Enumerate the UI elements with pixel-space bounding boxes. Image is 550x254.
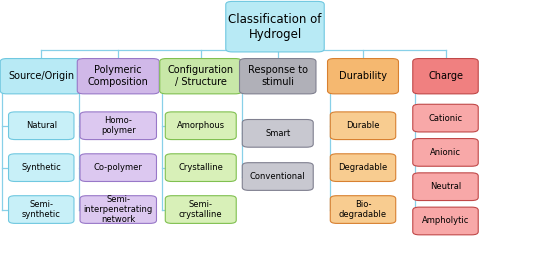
FancyBboxPatch shape [165, 154, 236, 181]
FancyBboxPatch shape [412, 139, 478, 166]
Text: Degradable: Degradable [338, 163, 388, 172]
FancyBboxPatch shape [77, 59, 160, 94]
Text: Charge: Charge [428, 71, 463, 81]
FancyBboxPatch shape [8, 196, 74, 224]
Text: Polymeric
Composition: Polymeric Composition [88, 65, 148, 87]
Text: Semi-
interpenetrating
network: Semi- interpenetrating network [84, 195, 153, 225]
Text: Conventional: Conventional [250, 172, 306, 181]
FancyBboxPatch shape [80, 112, 156, 140]
FancyBboxPatch shape [0, 59, 82, 94]
Text: Bio-
degradable: Bio- degradable [339, 200, 387, 219]
FancyBboxPatch shape [412, 173, 478, 201]
FancyBboxPatch shape [412, 59, 478, 94]
Text: Synthetic: Synthetic [21, 163, 61, 172]
FancyBboxPatch shape [80, 154, 156, 181]
Text: Co-polymer: Co-polymer [94, 163, 142, 172]
FancyBboxPatch shape [165, 196, 236, 224]
FancyBboxPatch shape [160, 59, 242, 94]
Text: Neutral: Neutral [430, 182, 461, 191]
FancyBboxPatch shape [330, 112, 396, 140]
FancyBboxPatch shape [226, 2, 324, 52]
FancyBboxPatch shape [328, 59, 398, 94]
Text: Amorphous: Amorphous [177, 121, 225, 130]
Text: Source/Origin: Source/Origin [8, 71, 74, 81]
Text: Response to
stimuli: Response to stimuli [248, 65, 308, 87]
FancyBboxPatch shape [165, 112, 236, 140]
Text: Smart: Smart [265, 129, 290, 138]
Text: Semi-
crystalline: Semi- crystalline [179, 200, 223, 219]
FancyBboxPatch shape [8, 154, 74, 181]
Text: Durable: Durable [346, 121, 380, 130]
Text: Natural: Natural [26, 121, 57, 130]
FancyBboxPatch shape [242, 120, 314, 147]
FancyBboxPatch shape [330, 196, 396, 224]
Text: Durability: Durability [339, 71, 387, 81]
Text: Configuration
/ Structure: Configuration / Structure [168, 65, 234, 87]
Text: Classification of
Hydrogel: Classification of Hydrogel [228, 13, 322, 41]
FancyBboxPatch shape [80, 196, 156, 224]
FancyBboxPatch shape [330, 154, 396, 181]
FancyBboxPatch shape [412, 104, 478, 132]
Text: Semi-
synthetic: Semi- synthetic [22, 200, 61, 219]
FancyBboxPatch shape [240, 59, 316, 94]
Text: Anionic: Anionic [430, 148, 461, 157]
Text: Crystalline: Crystalline [178, 163, 223, 172]
Text: Ampholytic: Ampholytic [422, 216, 469, 226]
FancyBboxPatch shape [242, 163, 314, 190]
FancyBboxPatch shape [412, 207, 478, 235]
Text: Homo-
polymer: Homo- polymer [101, 116, 136, 135]
FancyBboxPatch shape [8, 112, 74, 140]
Text: Cationic: Cationic [428, 114, 463, 123]
